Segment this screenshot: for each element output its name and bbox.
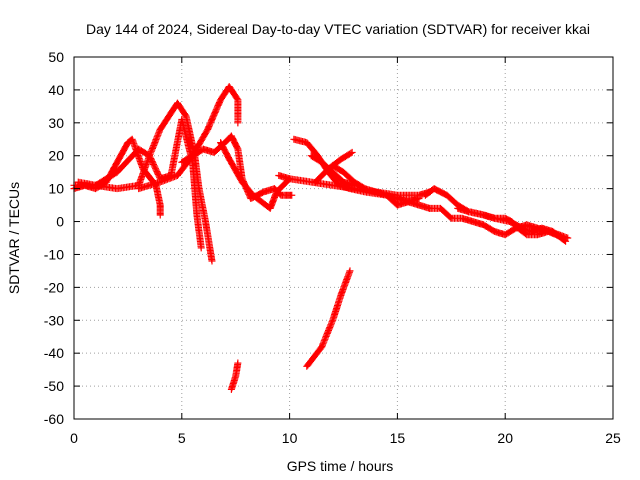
y-tick-label: -50 (44, 378, 64, 394)
marker-trace (454, 204, 570, 245)
data-points (70, 83, 572, 393)
marker-trace (329, 162, 423, 209)
y-tick-label: 20 (48, 148, 64, 164)
chart-title: Day 144 of 2024, Sidereal Day-to-day VTE… (86, 21, 590, 37)
marker-trace (227, 359, 242, 393)
y-tick-label: 30 (48, 115, 64, 131)
marker-trace (74, 116, 205, 252)
series-pass-f (217, 139, 294, 212)
y-tick-label: 10 (48, 181, 64, 197)
series-pass-h (303, 267, 354, 370)
y-tick-label: -30 (44, 312, 64, 328)
x-axis-title: GPS time / hours (287, 458, 394, 474)
x-tick-label: 10 (282, 430, 298, 446)
marker-trace (217, 139, 294, 212)
plot-frame (73, 56, 614, 420)
y-tick-label: -10 (44, 246, 64, 262)
y-tick-label: 50 (48, 49, 64, 65)
series-pass-p (454, 204, 570, 245)
axis-ticks (73, 56, 614, 420)
x-tick-label: 25 (605, 430, 621, 446)
tick-labels: 0 5 10 15 20 25 -60 -50 -40 -30 -20 -10 0 10 20 30 40 50 (44, 49, 621, 446)
y-tick-label: -60 (44, 411, 64, 427)
x-tick-label: 0 (70, 430, 78, 446)
y-tick-label: -40 (44, 345, 64, 361)
y-tick-label: -20 (44, 279, 64, 295)
x-tick-label: 20 (497, 430, 513, 446)
series-pass-g (227, 359, 242, 393)
y-axis-title: SDTVAR / TECUs (6, 182, 22, 294)
y-tick-label: 40 (48, 82, 64, 98)
series-pass-c (74, 116, 205, 252)
x-tick-label: 15 (390, 430, 406, 446)
series-pass-m (329, 162, 423, 209)
x-tick-label: 5 (178, 430, 186, 446)
y-tick-label: 0 (56, 214, 64, 230)
marker-trace (303, 267, 354, 370)
